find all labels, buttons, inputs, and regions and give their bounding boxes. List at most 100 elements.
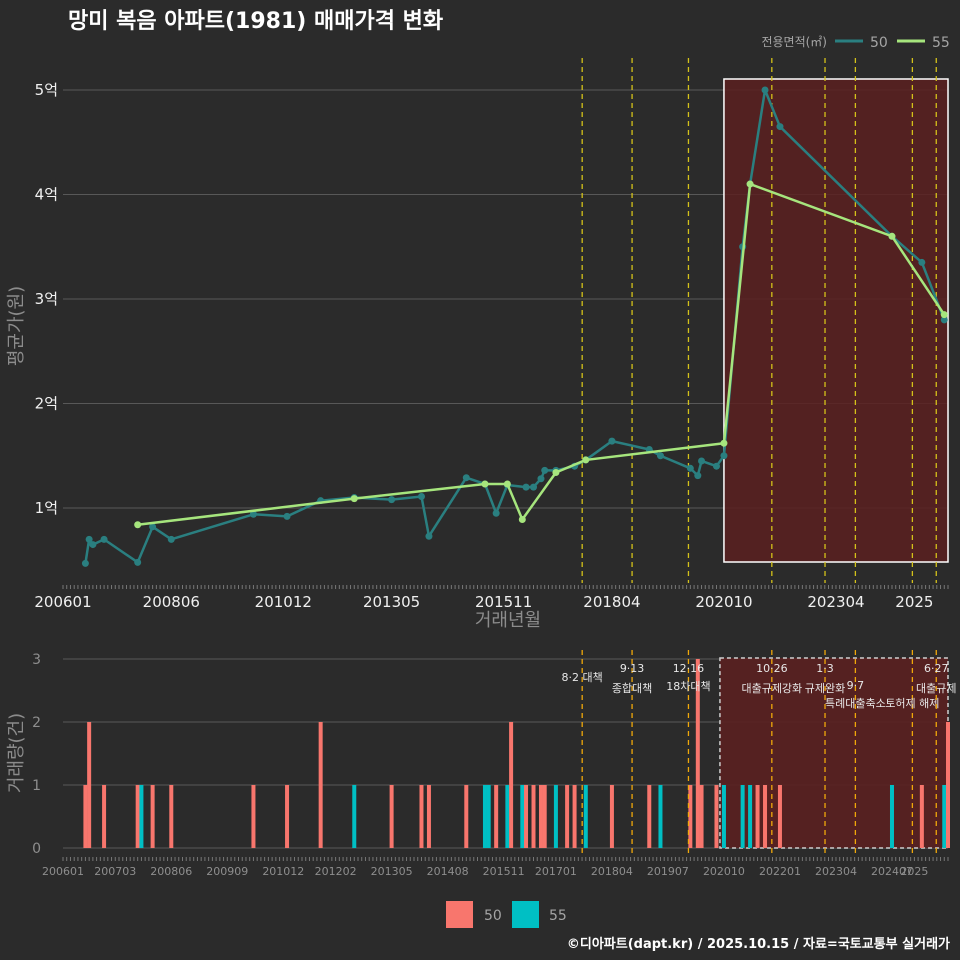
volume-bar-55 — [658, 785, 663, 848]
volume-bar-55 — [889, 785, 894, 848]
bottom-x-tick-label: 202407 — [871, 865, 913, 878]
bottom-x-tick-label: 202010 — [703, 865, 745, 878]
volume-bar-50 — [695, 659, 700, 848]
bottom-x-tick-label: 202304 — [815, 865, 857, 878]
volume-bar-50 — [609, 785, 614, 848]
bottom-x-tick-label: 201012 — [262, 865, 304, 878]
price-line-chart: 1억 2억 3억 4억 5억 200601 200806 201012 201305 201511… — [34, 58, 949, 611]
data-point-55 — [940, 311, 948, 319]
top-x-tick-label: 201012 — [255, 593, 312, 611]
data-point-50 — [537, 475, 545, 483]
volume-bar-50 — [389, 785, 394, 848]
bottom-y-tick-label: 3 — [32, 652, 41, 668]
top-legend: 전용면적(㎡) 50 55 — [761, 35, 949, 51]
bottom-x-tick-label: 200909 — [206, 865, 248, 878]
bottom-x-tick-label: 200601 — [42, 865, 84, 878]
policy-label: 9·7 — [847, 679, 865, 692]
policy-label-line2: 규제완화 — [805, 682, 845, 695]
bottom-legend: 50 55 — [446, 901, 567, 928]
data-point-50 — [81, 559, 89, 567]
bottom-x-tick-label: 201804 — [591, 865, 633, 878]
data-point-55 — [582, 456, 590, 464]
data-point-50 — [283, 512, 291, 520]
data-point-50 — [656, 452, 664, 460]
data-point-50 — [388, 496, 396, 504]
bottom-y-tick-label: 2 — [32, 715, 41, 731]
top-y-tick-label: 5억 — [35, 81, 58, 99]
volume-bar-55 — [352, 785, 357, 848]
data-point-50 — [100, 535, 108, 543]
bottom-y-axis-label: 거래량(건) — [6, 713, 27, 793]
bottom-x-tick-label: 201907 — [647, 865, 689, 878]
data-point-50 — [417, 493, 425, 501]
bottom-legend-label-50: 50 — [484, 908, 502, 924]
data-point-50 — [425, 532, 433, 540]
volume-bar-50 — [763, 785, 768, 848]
bottom-legend-label-55: 55 — [549, 908, 567, 924]
data-point-50 — [712, 462, 720, 470]
top-x-tick-label: 2025 — [895, 593, 933, 611]
data-point-55 — [350, 495, 358, 503]
top-x-tick-label: 201804 — [583, 593, 640, 611]
data-point-55 — [552, 468, 560, 476]
legend-label-55: 55 — [932, 35, 950, 51]
volume-bar-50 — [565, 785, 570, 848]
data-point-50 — [541, 466, 549, 474]
policy-label: 6·27 — [924, 662, 949, 675]
legend-title: 전용면적(㎡) — [761, 35, 827, 49]
bottom-x-tick-label: 201701 — [535, 865, 577, 878]
volume-bar-chart: 0 1 2 3 8·2 대책 9·13 종합대책 12·16 18차대책 10·26 대출규제강화 1… — [32, 650, 956, 878]
policy-label-line2: 종합대책 — [612, 682, 652, 695]
volume-bar-50 — [135, 785, 140, 848]
data-point-55 — [518, 515, 526, 523]
policy-label: 9·13 — [620, 662, 645, 675]
data-point-55 — [746, 180, 754, 188]
data-point-50 — [940, 316, 948, 324]
volume-bar-55 — [139, 785, 144, 848]
top-x-tick-label: 200601 — [34, 593, 91, 611]
volume-bar-50 — [494, 785, 499, 848]
policy-label: 1·3 — [816, 662, 834, 675]
volume-bar-50 — [572, 785, 577, 848]
volume-bar-50 — [538, 785, 543, 848]
data-point-50 — [776, 123, 784, 131]
bottom-x-tick-label: 201408 — [427, 865, 469, 878]
bottom-x-tick-label: 200806 — [150, 865, 192, 878]
bottom-x-tick-label: 201305 — [371, 865, 413, 878]
data-point-50 — [89, 541, 97, 549]
bottom-x-tick-label: 201511 — [483, 865, 525, 878]
volume-bar-55 — [553, 785, 558, 848]
bottom-legend-swatch-50 — [446, 901, 473, 928]
top-y-tick-label: 3억 — [35, 290, 58, 308]
bottom-x-tick-label: 2025 — [900, 865, 928, 878]
data-point-50 — [720, 452, 728, 460]
policy-label-line2: 18차대책 — [666, 680, 710, 693]
top-y-tick-label: 2억 — [35, 395, 58, 413]
volume-bar-55 — [740, 785, 745, 848]
data-point-50 — [85, 535, 93, 543]
volume-bar-50 — [102, 785, 107, 848]
volume-bar-50 — [509, 722, 514, 848]
data-point-50 — [686, 464, 694, 472]
bottom-y-tick-label: 0 — [32, 841, 41, 857]
data-point-55 — [503, 480, 511, 488]
data-point-50 — [918, 258, 926, 266]
footer-credit: ©디아파트(dapt.kr) / 2025.10.15 / 자료=국토교통부 실… — [567, 936, 950, 952]
bottom-x-tick-label: 201202 — [315, 865, 357, 878]
volume-bar-50 — [251, 785, 256, 848]
volume-bar-50 — [714, 785, 719, 848]
volume-bar-55 — [486, 785, 491, 848]
volume-bar-50 — [524, 785, 529, 848]
data-point-55 — [481, 480, 489, 488]
top-y-tick-label: 1억 — [35, 499, 58, 517]
volume-bar-50 — [647, 785, 652, 848]
volume-bar-50 — [169, 785, 174, 848]
data-point-50 — [492, 509, 500, 517]
volume-bar-50 — [755, 785, 760, 848]
legend-label-50: 50 — [870, 35, 888, 51]
top-y-tick-label: 4억 — [35, 186, 58, 204]
data-point-50 — [698, 457, 706, 465]
top-x-tick-label: 201305 — [363, 593, 420, 611]
volume-bar-50 — [688, 785, 693, 848]
